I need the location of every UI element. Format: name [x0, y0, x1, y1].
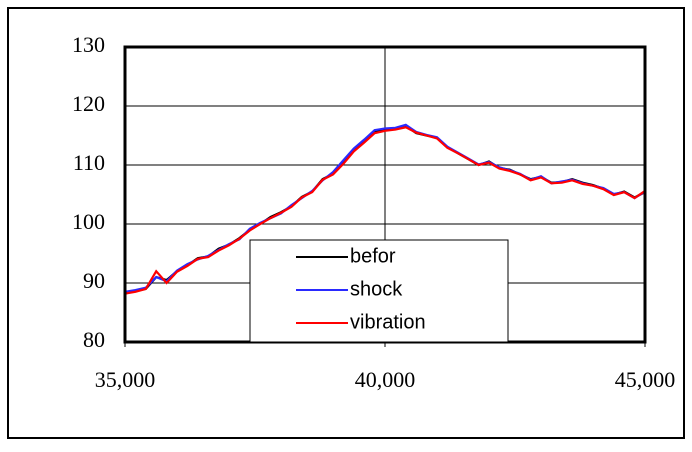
y-tick-label: 80	[83, 327, 105, 352]
legend-label: shock	[350, 278, 403, 300]
y-tick-label: 90	[83, 268, 105, 293]
y-tick-label: 100	[72, 209, 105, 234]
x-tick-label: 45,000	[615, 367, 676, 392]
frame	[7, 7, 685, 439]
y-tick-label: 110	[73, 150, 105, 175]
x-tick-label: 40,000	[355, 367, 416, 392]
legend-label: vibration	[350, 311, 426, 333]
series-line	[124, 126, 646, 295]
legend-label: befor	[350, 245, 396, 267]
y-tick-label: 120	[72, 91, 105, 116]
y-tick-label: 130	[72, 32, 105, 57]
legend: befor shock vibration	[249, 239, 509, 343]
legend-box	[249, 239, 509, 343]
x-tick-label: 35,000	[95, 367, 156, 392]
